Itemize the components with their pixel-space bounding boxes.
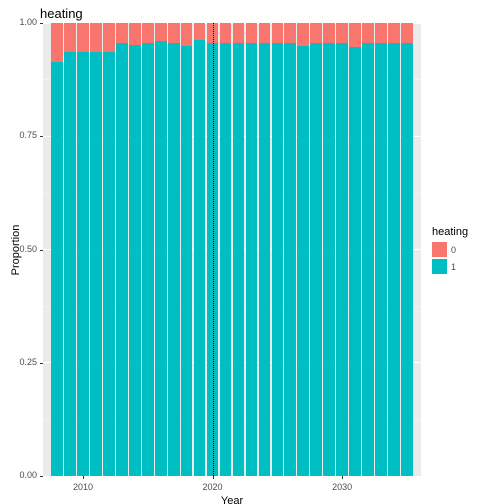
- bar-segment: [64, 23, 76, 52]
- bar-segment: [310, 43, 322, 476]
- x-tick-label: 2020: [198, 482, 228, 492]
- bar-segment: [336, 43, 348, 476]
- x-tick: [213, 476, 214, 479]
- x-tick-label: 2010: [68, 482, 98, 492]
- bar-segment: [375, 43, 387, 476]
- bar-segment: [349, 47, 361, 476]
- bar-segment: [116, 23, 128, 43]
- bar-segment: [129, 45, 141, 476]
- bar-segment: [220, 23, 232, 43]
- bar-segment: [246, 43, 258, 476]
- vline-ref: [213, 23, 214, 476]
- bar-segment: [272, 43, 284, 476]
- bar-segment: [272, 23, 284, 43]
- bar-segment: [233, 23, 245, 43]
- chart-root: heating heating 01 Proportion Year 0.000…: [0, 0, 504, 504]
- bar-segment: [155, 41, 167, 476]
- legend-item: 1: [432, 259, 468, 274]
- chart-title: heating: [40, 6, 83, 21]
- bar-segment: [259, 23, 271, 43]
- bar-segment: [310, 23, 322, 43]
- bar-segment: [51, 23, 63, 62]
- y-tick-label: 0.00: [11, 470, 37, 480]
- legend: heating 01: [432, 226, 468, 276]
- bar-segment: [142, 43, 154, 476]
- y-tick-label: 1.00: [11, 17, 37, 27]
- y-tick: [40, 250, 43, 251]
- x-tick-label: 2030: [327, 482, 357, 492]
- bar-segment: [168, 23, 180, 43]
- bar-segment: [220, 43, 232, 476]
- y-tick-label: 0.50: [11, 244, 37, 254]
- y-tick: [40, 23, 43, 24]
- legend-key: [432, 259, 447, 274]
- bar-segment: [349, 23, 361, 47]
- bar-segment: [233, 43, 245, 476]
- bar-segment: [181, 46, 193, 476]
- legend-item: 0: [432, 242, 468, 257]
- bar-segment: [336, 23, 348, 43]
- bar-segment: [103, 52, 115, 476]
- bar-segment: [155, 23, 167, 41]
- legend-label: 0: [451, 245, 456, 255]
- bar-segment: [401, 23, 413, 43]
- bar-segment: [362, 23, 374, 43]
- bar-segment: [259, 43, 271, 476]
- bar-segment: [90, 52, 102, 476]
- x-tick: [342, 476, 343, 479]
- legend-items: 01: [432, 242, 468, 274]
- bar-segment: [246, 23, 258, 43]
- bar-segment: [194, 23, 206, 40]
- bar-segment: [64, 52, 76, 476]
- bar-segment: [142, 23, 154, 43]
- bar-segment: [388, 23, 400, 43]
- bar-segment: [297, 46, 309, 476]
- legend-key: [432, 242, 447, 257]
- bar-segment: [388, 43, 400, 476]
- y-tick: [40, 136, 43, 137]
- y-tick: [40, 363, 43, 364]
- legend-label: 1: [451, 262, 456, 272]
- bar-segment: [181, 23, 193, 46]
- plot-panel: [43, 23, 421, 476]
- bar-segment: [77, 52, 89, 476]
- bar-segment: [129, 23, 141, 45]
- bar-segment: [194, 40, 206, 476]
- bar-segment: [401, 43, 413, 476]
- bar-segment: [77, 23, 89, 52]
- bar-segment: [90, 23, 102, 52]
- bar-segment: [116, 43, 128, 476]
- bar-segment: [51, 62, 63, 476]
- bar-segment: [284, 43, 296, 476]
- y-tick-label: 0.75: [11, 130, 37, 140]
- bar-segment: [103, 23, 115, 52]
- y-tick-label: 0.25: [11, 357, 37, 367]
- bar-segment: [284, 23, 296, 43]
- bar-segment: [323, 43, 335, 476]
- legend-title: heating: [432, 226, 468, 238]
- x-axis-title: Year: [212, 495, 252, 504]
- bar-segment: [375, 23, 387, 43]
- bar-segment: [362, 43, 374, 476]
- bar-segment: [297, 23, 309, 46]
- bar-segment: [323, 23, 335, 43]
- x-tick: [83, 476, 84, 479]
- bar-segment: [168, 43, 180, 476]
- y-tick: [40, 476, 43, 477]
